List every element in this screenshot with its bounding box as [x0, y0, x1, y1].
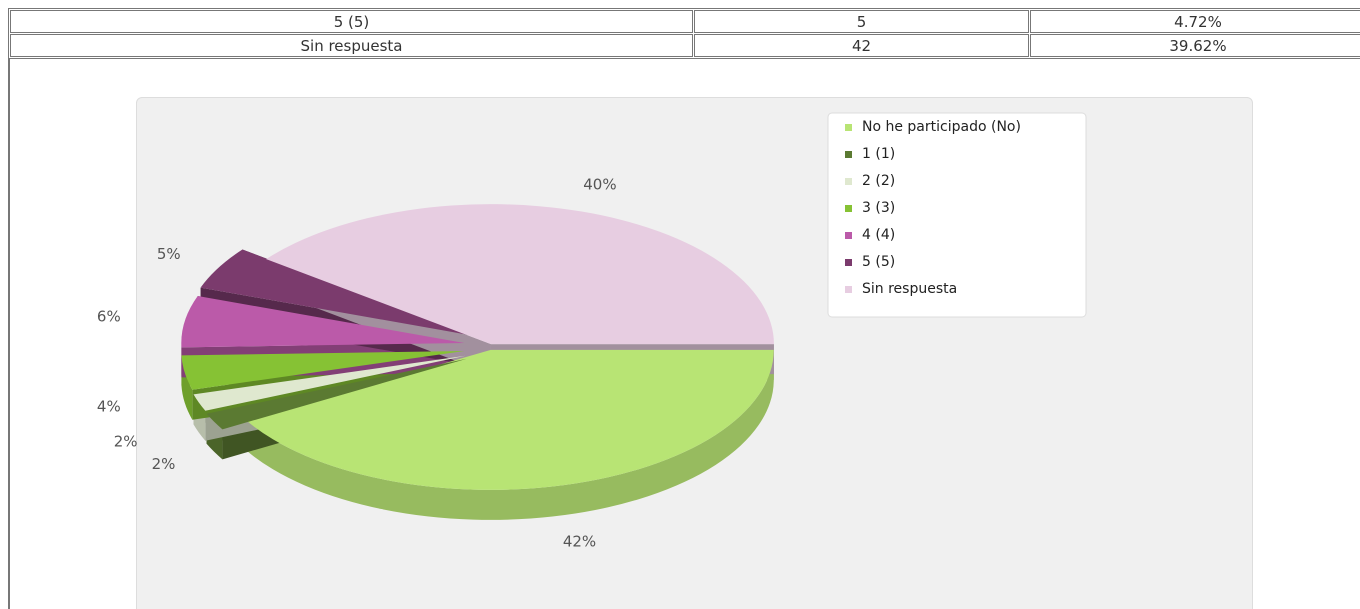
table-cell: 5 (5) — [10, 10, 693, 33]
pie-slice — [246, 349, 774, 490]
table-cell: 5 — [694, 10, 1029, 33]
slice-side — [246, 349, 774, 520]
legend-swatch — [845, 232, 852, 239]
table-cell: 4.72% — [1030, 10, 1360, 33]
legend-swatch — [845, 124, 852, 131]
table-cell: 39.62% — [1030, 34, 1360, 57]
slice-label: 5% — [157, 245, 181, 263]
slice-label: 2% — [152, 455, 176, 473]
legend-swatch — [845, 205, 852, 212]
legend-label: No he participado (No) — [862, 119, 1021, 135]
slice-label: 42% — [563, 533, 596, 551]
legend-label: 1 (1) — [862, 146, 895, 162]
legend-label: 4 (4) — [862, 227, 895, 243]
pie-slice — [206, 358, 467, 430]
pie-slice — [200, 249, 468, 335]
legend-label: Sin respuesta — [862, 281, 957, 297]
table-cell: Sin respuesta — [10, 34, 693, 57]
legend-swatch — [845, 286, 852, 293]
legend-box — [827, 112, 1087, 318]
legend-swatch — [845, 151, 852, 158]
chart-cell — [8, 58, 1360, 609]
legend-swatch — [845, 178, 852, 185]
slice-label: 6% — [97, 307, 121, 325]
pie-slice — [266, 204, 774, 345]
table-cell: 42 — [694, 34, 1029, 57]
slice-label: 40% — [583, 176, 616, 194]
legend-swatch — [845, 259, 852, 266]
legend-label: 2 (2) — [862, 173, 895, 189]
pie-tops — [181, 204, 774, 490]
pie-slice — [193, 355, 466, 411]
slice-label: 2% — [114, 433, 138, 451]
table-row: Sin respuesta 42 39.62% — [10, 34, 1360, 57]
table-row: 5 (5) 5 4.72% — [10, 10, 1360, 33]
slice-label: 4% — [97, 398, 121, 416]
legend-label: 5 (5) — [862, 254, 895, 270]
pie-slice — [181, 296, 465, 348]
legend-label: 3 (3) — [862, 200, 895, 216]
pie-slice — [181, 351, 465, 390]
